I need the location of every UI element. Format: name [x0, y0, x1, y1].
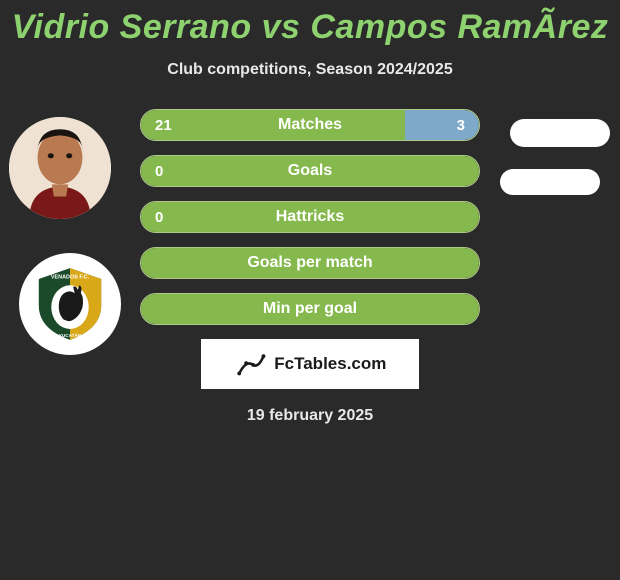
svg-text:VENADOS F.C.: VENADOS F.C.: [51, 274, 90, 280]
stat-label: Hattricks: [141, 202, 479, 232]
club-left-badge: VENADOS F.C. YUCATÁN: [19, 253, 121, 355]
stat-label: Goals per match: [141, 248, 479, 278]
stats-bars: 21 Matches 3 0 Goals 0 Hattricks Goals p…: [140, 109, 480, 325]
club-right-badge-placeholder: [500, 169, 600, 195]
fctables-icon: [234, 351, 269, 377]
subtitle: Club competitions, Season 2024/2025: [0, 61, 620, 79]
svg-text:YUCATÁN: YUCATÁN: [59, 332, 82, 338]
stat-label: Min per goal: [141, 294, 479, 324]
page-title: Vidrio Serrano vs Campos RamÃ­rez: [0, 0, 620, 47]
date-label: 19 february 2025: [0, 407, 620, 425]
stat-row-min-per-goal: Min per goal: [140, 293, 480, 325]
stat-label: Goals: [141, 156, 479, 186]
comparison-content: VENADOS F.C. YUCATÁN 21 Matches 3 0 Goal…: [0, 109, 620, 425]
stat-label: Matches: [141, 110, 479, 140]
player-left-avatar: [9, 117, 111, 219]
stat-row-goals-per-match: Goals per match: [140, 247, 480, 279]
stat-row-hattricks: 0 Hattricks: [140, 201, 480, 233]
stat-row-matches: 21 Matches 3: [140, 109, 480, 141]
stat-right-value: 3: [457, 110, 465, 140]
stat-row-goals: 0 Goals: [140, 155, 480, 187]
source-logo-box: FcTables.com: [201, 339, 419, 389]
player-right-avatar-placeholder: [510, 119, 610, 147]
source-logo-text: FcTables.com: [274, 354, 386, 374]
